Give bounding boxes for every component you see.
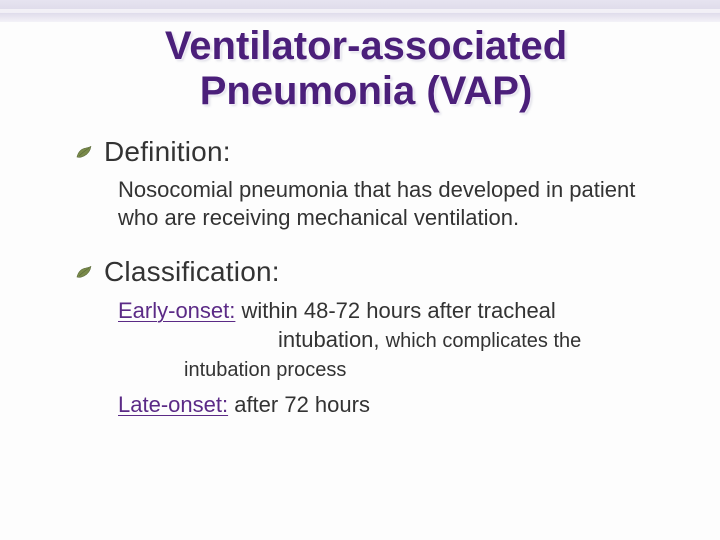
late-onset-label: Late-onset: <box>118 392 228 417</box>
slide-title: Ventilator-associated Pneumonia (VAP) <box>72 24 660 114</box>
leaf-bullet-icon <box>76 145 92 159</box>
early-onset-label: Early-onset: <box>118 298 235 323</box>
definition-heading-row: Definition: <box>76 136 660 168</box>
classification-heading: Classification: <box>104 256 280 288</box>
classification-section: Classification: Early-onset: within 48-7… <box>76 256 660 419</box>
classification-heading-row: Classification: <box>76 256 660 288</box>
slide: Ventilator-associated Pneumonia (VAP) De… <box>0 0 720 540</box>
title-line-2: Pneumonia (VAP) <box>200 69 533 113</box>
slide-content: Ventilator-associated Pneumonia (VAP) De… <box>0 18 720 425</box>
definition-section: Definition: Nosocomial pneumonia that ha… <box>76 136 660 232</box>
late-onset-text: after 72 hours <box>234 392 370 417</box>
title-line-1: Ventilator-associated <box>165 24 567 68</box>
early-onset-text-2: intubation, which complicates the <box>278 327 581 352</box>
leaf-bullet-icon <box>76 265 92 279</box>
definition-heading: Definition: <box>104 136 231 168</box>
early-onset-text-1: within 48-72 hours after tracheal <box>242 298 556 323</box>
classification-early-onset: Early-onset: within 48-72 hours after tr… <box>118 296 660 384</box>
early-onset-text-3: intubation process <box>184 359 346 381</box>
definition-body: Nosocomial pneumonia that has developed … <box>118 176 660 232</box>
classification-late-onset: Late-onset: after 72 hours <box>118 390 660 419</box>
